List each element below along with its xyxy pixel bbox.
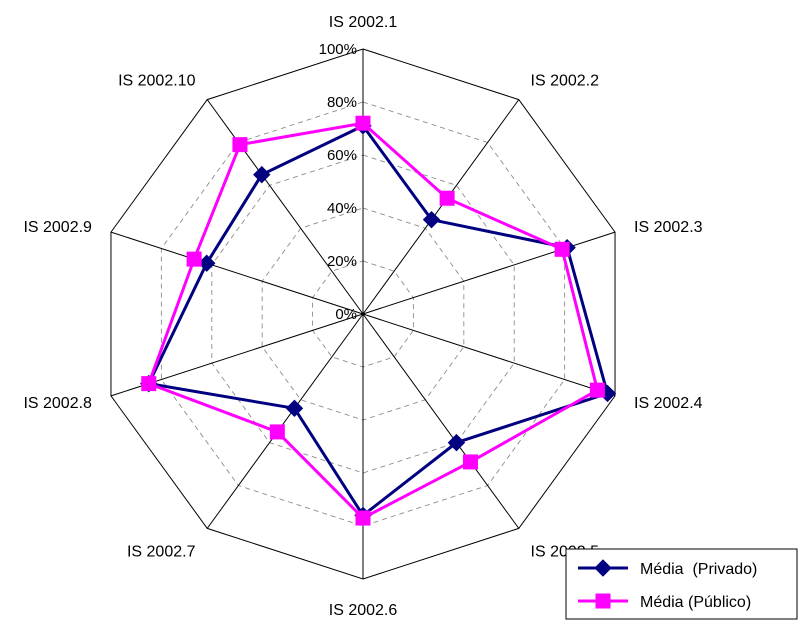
- axes: [110, 49, 616, 579]
- category-label: IS 2002.8: [23, 395, 92, 412]
- tick-labels: 0% 20% 40% 60% 80% 100%: [319, 41, 357, 323]
- data-point: [355, 115, 371, 131]
- data-point: [447, 433, 466, 452]
- axis-spoke: [362, 313, 520, 529]
- legend-item: Média (Privado): [578, 559, 757, 578]
- data-point: [232, 137, 248, 153]
- data-point: [355, 510, 371, 526]
- data-point: [594, 559, 612, 577]
- axis-spoke: [110, 231, 364, 315]
- tick-label: 40%: [327, 200, 357, 217]
- data-point: [422, 210, 441, 229]
- axis-spoke: [362, 231, 616, 315]
- data-point: [554, 241, 570, 257]
- series-2: [141, 115, 605, 526]
- category-label: IS 2002.7: [127, 544, 196, 561]
- category-label: IS 2002.1: [329, 14, 398, 31]
- series-layer: [140, 115, 617, 526]
- legend-label: Média (Público): [640, 594, 751, 611]
- category-labels: IS 2002.1 IS 2002.2 IS 2002.3 IS 2002.4 IS 2…: [23, 14, 702, 619]
- category-label: IS 2002.4: [634, 395, 703, 412]
- legend: Média (Privado) Média (Público): [565, 548, 798, 620]
- series-line: [146, 121, 600, 520]
- data-point: [595, 593, 611, 609]
- axis-spoke: [362, 99, 520, 315]
- category-label: IS 2002.3: [634, 219, 703, 236]
- category-label: IS 2002.10: [118, 72, 196, 89]
- data-point: [462, 454, 478, 470]
- series-1: [140, 117, 617, 525]
- data-point: [439, 190, 455, 206]
- data-point: [186, 251, 202, 267]
- data-point: [269, 424, 285, 440]
- legend-label: Média (Privado): [640, 561, 757, 578]
- axis-spoke: [362, 313, 616, 397]
- grid-ring: [160, 101, 566, 527]
- data-point: [141, 376, 157, 392]
- tick-label: 80%: [327, 94, 357, 111]
- tick-label: 60%: [327, 147, 357, 164]
- category-label: IS 2002.9: [23, 219, 92, 236]
- legend-item: Média (Público): [578, 593, 751, 611]
- tick-label: 20%: [327, 253, 357, 270]
- category-label: IS 2002.2: [531, 72, 600, 89]
- axis-spoke: [206, 313, 364, 529]
- tick-label: 100%: [319, 41, 357, 58]
- axis-spoke: [206, 99, 364, 315]
- data-point: [253, 165, 271, 184]
- grid-ring: [211, 154, 515, 474]
- data-point: [285, 399, 304, 418]
- data-point: [589, 382, 605, 398]
- tick-label: 0%: [335, 306, 357, 323]
- category-label: IS 2002.6: [329, 602, 398, 619]
